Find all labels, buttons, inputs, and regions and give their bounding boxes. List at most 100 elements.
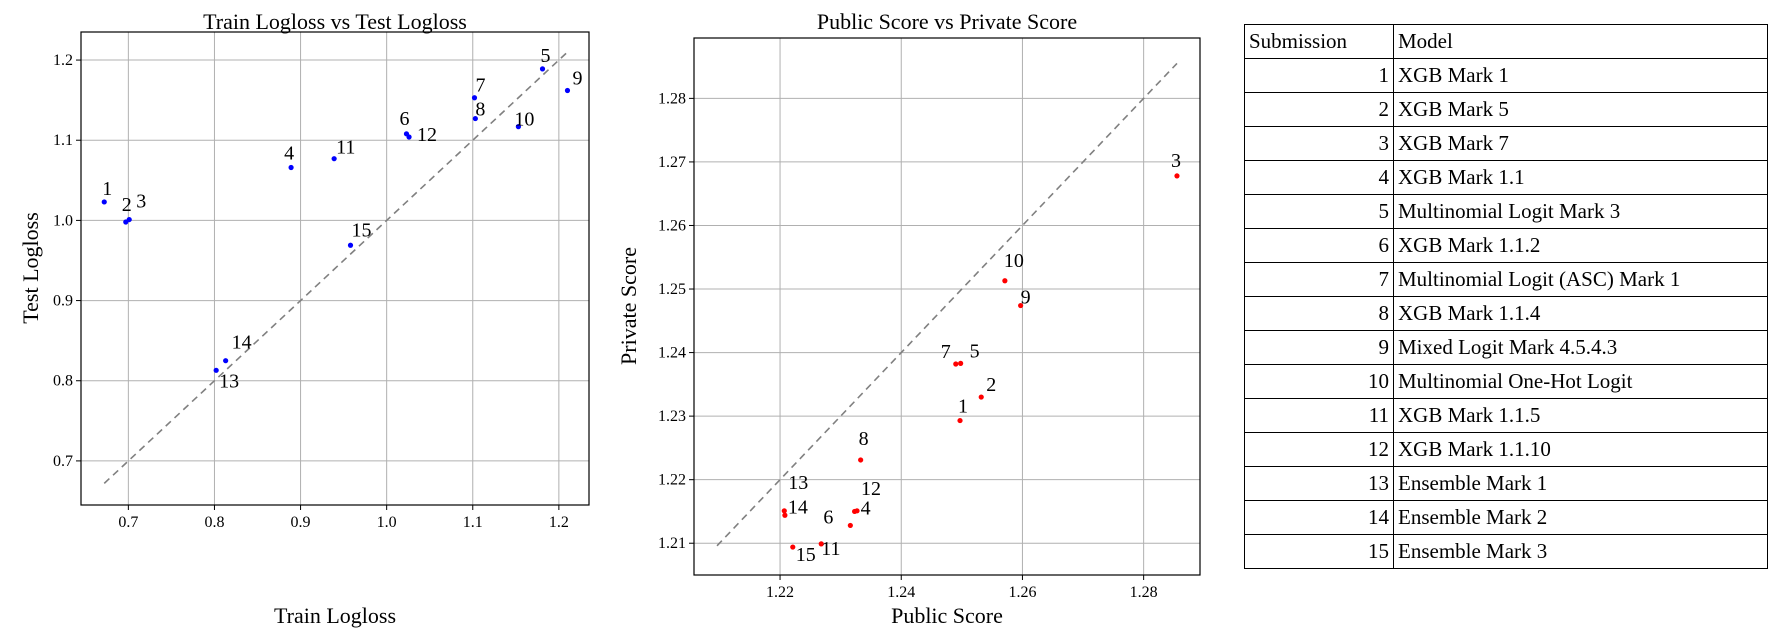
model-cell: XGB Mark 1.1.10: [1393, 432, 1768, 467]
table-body: 1 XGB Mark 1 2 XGB Mark 5 3 XGB Mark 7 4 XGB Ma…: [1244, 58, 1768, 569]
model-cell: Ensemble Mark 2: [1393, 500, 1768, 535]
submission-cell: 2: [1244, 92, 1394, 127]
point-label-7: 7: [475, 75, 485, 97]
model-cell: Mixed Logit Mark 4.5.4.3: [1393, 330, 1768, 365]
data-point-5: [539, 66, 546, 72]
model-cell: XGB Mark 1.1: [1393, 160, 1768, 195]
table-row: 2 XGB Mark 5: [1244, 92, 1768, 127]
data-point-14: [223, 358, 229, 364]
chart2-y-axis-label: Private Score: [616, 247, 641, 365]
x-tick-label: 0.7: [118, 514, 138, 531]
x-tick-label: 1.1: [463, 514, 483, 531]
header-model: Model: [1393, 24, 1768, 59]
x-tick-label: 1.26: [1008, 584, 1036, 601]
point-label-1: 1: [958, 396, 968, 418]
data-point-3: [126, 216, 132, 223]
table-row: 12 XGB Mark 1.1.10: [1244, 432, 1768, 467]
point-label-3: 3: [1171, 150, 1181, 172]
model-cell: XGB Mark 5: [1393, 92, 1768, 127]
point-label-13: 13: [788, 472, 808, 494]
x-tick-label: 0.9: [291, 514, 311, 531]
table-row: 7 Multinomial Logit (ASC) Mark 1: [1244, 262, 1768, 297]
model-cell: XGB Mark 1: [1393, 58, 1768, 93]
data-point-6: [847, 522, 853, 529]
data-point-11: [331, 156, 337, 162]
data-point-4: [288, 164, 294, 171]
y-tick-label: 1.27: [658, 154, 686, 171]
data-point-13: [213, 367, 219, 373]
data-point-3: [1174, 173, 1180, 179]
x-tick-label: 1.24: [887, 584, 915, 601]
submission-cell: 12: [1244, 432, 1394, 467]
submission-cell: 15: [1244, 534, 1394, 569]
chart2-title: Public Score vs Private Score: [817, 9, 1077, 34]
submission-cell: 3: [1244, 126, 1394, 161]
model-cell: XGB Mark 1.1.5: [1393, 398, 1768, 433]
chart1-x-axis-label: Train Logloss: [274, 603, 396, 628]
submission-cell: 5: [1244, 194, 1394, 229]
submission-cell: 1: [1244, 58, 1394, 93]
data-point-13: [781, 508, 787, 514]
y-tick-label: 0.8: [53, 373, 73, 390]
point-label-4: 4: [861, 497, 871, 519]
point-label-13: 13: [219, 370, 239, 392]
point-label-7: 7: [941, 341, 951, 363]
y-tick-label: 1.1: [53, 132, 73, 149]
submission-cell: 10: [1244, 364, 1394, 399]
chart1-title: Train Logloss vs Test Logloss: [203, 9, 467, 34]
x-tick-label: 1.28: [1130, 584, 1158, 601]
point-label-10: 10: [514, 109, 534, 131]
data-point-5: [958, 360, 964, 366]
point-label-5: 5: [541, 45, 551, 67]
y-tick-label: 1.26: [658, 217, 686, 234]
point-label-9: 9: [572, 68, 582, 90]
y-tick-label: 1.25: [658, 281, 686, 298]
submission-cell: 6: [1244, 228, 1394, 263]
model-cell: Multinomial Logit Mark 3: [1393, 194, 1768, 229]
y-tick-label: 1.21: [658, 535, 686, 552]
point-label-15: 15: [796, 544, 816, 566]
point-label-8: 8: [859, 428, 869, 450]
data-point-1: [957, 417, 963, 424]
submission-cell: 14: [1244, 500, 1394, 535]
data-point-8: [858, 457, 864, 463]
chart2-x-axis-label: Public Score: [891, 603, 1003, 628]
submission-cell: 7: [1244, 262, 1394, 297]
chart1-reference-line: [103, 51, 569, 484]
y-tick-label: 1.23: [658, 408, 686, 425]
point-label-11: 11: [336, 137, 355, 159]
submission-cell: 13: [1244, 466, 1394, 501]
model-cell: Ensemble Mark 3: [1393, 534, 1768, 569]
data-point-15: [347, 242, 354, 248]
submission-cell: 9: [1244, 330, 1394, 365]
table-row: 3 XGB Mark 7: [1244, 126, 1768, 161]
model-cell: XGB Mark 1.1.4: [1393, 296, 1768, 331]
model-cell: Multinomial Logit (ASC) Mark 1: [1393, 262, 1768, 297]
data-point-11: [818, 541, 824, 547]
table-row: 1 XGB Mark 1: [1244, 58, 1768, 93]
data-point-7: [953, 361, 959, 367]
point-label-15: 15: [351, 219, 371, 241]
point-label-11: 11: [821, 538, 840, 560]
table-row: 10 Multinomial One-Hot Logit: [1244, 364, 1768, 399]
data-point-12: [406, 134, 412, 140]
data-point-1: [101, 199, 107, 205]
x-tick-label: 0.8: [204, 514, 224, 531]
chart1-y-axis-label: Test Logloss: [18, 212, 43, 324]
chart2-reference-line: [716, 62, 1178, 547]
y-tick-label: 1.22: [658, 472, 686, 489]
point-label-3: 3: [136, 191, 146, 213]
point-label-14: 14: [232, 332, 252, 354]
y-tick-label: 1.24: [658, 345, 686, 362]
header-submission: Submission: [1244, 24, 1394, 59]
model-cell: Ensemble Mark 1: [1393, 466, 1768, 501]
table-row: 13 Ensemble Mark 1: [1244, 466, 1768, 501]
y-tick-label: 1.2: [53, 52, 73, 69]
table-row: 4 XGB Mark 1.1: [1244, 160, 1768, 195]
data-point-10: [1002, 278, 1008, 284]
chart1-grid: [81, 32, 589, 505]
